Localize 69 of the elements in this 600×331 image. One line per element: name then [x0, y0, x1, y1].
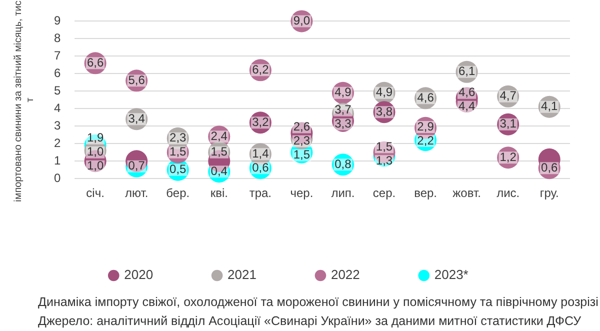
- data-label: 0,7: [128, 158, 146, 173]
- legend-label: 2022: [330, 267, 360, 282]
- data-label: 1,5: [170, 144, 187, 159]
- y-tick-label: 9: [54, 14, 61, 28]
- data-label: 3,3: [334, 116, 352, 131]
- y-tick-label: 5: [54, 83, 61, 98]
- y-tick-label: 1: [54, 153, 61, 168]
- data-label: 2,3: [293, 134, 310, 148]
- data-label: 4,9: [376, 85, 393, 100]
- annotation: 1,0: [86, 144, 104, 159]
- data-label: 4,6: [458, 85, 476, 100]
- data-label: 1,5: [376, 139, 393, 154]
- data-label: 2,4: [210, 128, 228, 143]
- data-label: 4,1: [541, 99, 558, 114]
- data-label: 2,3: [170, 130, 187, 145]
- data-label: 0,6: [252, 160, 270, 174]
- x-tick-label: чер.: [290, 186, 314, 200]
- x-tick-label: лют.: [124, 186, 148, 200]
- y-tick-label: 6: [54, 66, 61, 80]
- legend-label: 2020: [124, 267, 154, 282]
- x-tick-label: бер.: [166, 186, 190, 200]
- data-label: 4,9: [334, 85, 352, 100]
- data-label: 3,8: [376, 104, 393, 118]
- x-tick-label: лип.: [331, 186, 355, 200]
- y-tick-label: 0: [54, 170, 61, 185]
- data-label: 5,6: [128, 72, 146, 87]
- data-label: 3,7: [334, 102, 352, 117]
- data-label: 2,2: [417, 133, 434, 148]
- data-label: 0,8: [334, 156, 352, 171]
- y-tick-label: 8: [54, 31, 61, 45]
- data-label: 2,6: [293, 120, 310, 134]
- x-tick-label: жовт.: [452, 186, 481, 200]
- data-label: 1,5: [210, 144, 228, 159]
- x-tick-label: тра.: [249, 186, 272, 200]
- data-label: 3,2: [252, 114, 270, 129]
- y-tick-label: 3: [54, 118, 61, 132]
- data-label: 4,6: [417, 90, 434, 104]
- data-label: 3,4: [128, 111, 146, 126]
- data-label: 1,0: [86, 158, 104, 173]
- y-axis-title: імпортовано свинини за звітний місяць, тис. т: [12, 0, 36, 202]
- y-tick-label: 7: [54, 48, 61, 62]
- data-label: 0,5: [170, 162, 187, 176]
- text: Джерело: аналітичний відділ Асоціації «Свинарі України» за даними митної статистики ДФСУ: [38, 313, 582, 330]
- data-label: 4,7: [500, 88, 517, 103]
- y-tick-label: 2: [54, 136, 61, 150]
- data-label: 1,3: [376, 153, 393, 168]
- data-label: 6,6: [86, 55, 104, 70]
- data-label: 6,2: [252, 62, 270, 76]
- data-label: 4,4: [458, 99, 476, 114]
- x-tick-label: гру.: [540, 186, 559, 200]
- legend-label: 2021: [228, 267, 256, 282]
- y-tick-label: 4: [54, 100, 61, 115]
- x-tick-label: сер.: [372, 186, 396, 200]
- data-label: 1,2: [500, 150, 517, 164]
- text: Динаміка імпорту свіжої, охолодженої та мороженої свинини у помісячному та піврічному розрізі: [38, 294, 598, 311]
- data-label: 3,1: [500, 116, 517, 131]
- x-tick-label: вер.: [414, 186, 437, 200]
- data-label: 0,4: [210, 164, 228, 178]
- data-label: 2,9: [417, 119, 434, 134]
- legend-label: 2023*: [434, 267, 468, 282]
- data-label: 0,6: [541, 160, 558, 174]
- x-tick-label: січ.: [86, 186, 104, 200]
- data-label: 1,4: [252, 146, 270, 160]
- data-label: 9,0: [293, 14, 310, 28]
- x-tick-label: кві.: [210, 186, 228, 200]
- data-label: 1,5: [293, 148, 310, 162]
- data-label: 6,1: [458, 64, 476, 78]
- data-label: 1,9: [86, 130, 104, 145]
- x-tick-label: лис.: [496, 186, 520, 200]
